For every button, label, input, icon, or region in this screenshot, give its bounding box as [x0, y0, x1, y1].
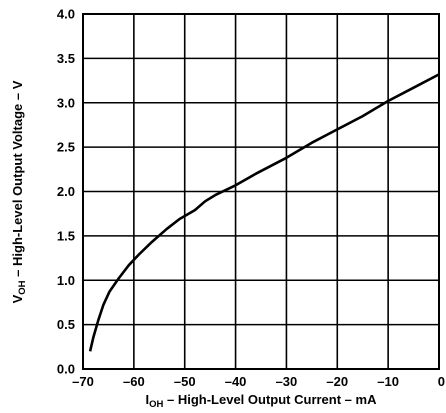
x-axis-title: IOH – High-Level Output Current – mA: [146, 392, 378, 410]
x-tick-label: –20: [326, 374, 348, 389]
y-tick-label: 2.5: [57, 140, 75, 155]
x-tick-label: –50: [174, 374, 196, 389]
y-tick-label: 1.0: [57, 273, 75, 288]
series-layer: [88, 73, 440, 352]
y-tick-label: 1.5: [57, 228, 75, 243]
y-tick-label: 2.0: [57, 184, 75, 199]
y-tick-label: 3.5: [57, 51, 75, 66]
y-tick-label: 0.0: [57, 362, 75, 377]
x-tick-label: 0: [438, 374, 445, 389]
series-line-0: [88, 73, 440, 352]
y-tick-label: 4.0: [57, 7, 75, 22]
x-tick-label: –70: [72, 374, 94, 389]
x-tick-label: –40: [225, 374, 247, 389]
y-tick-label: 3.0: [57, 95, 75, 110]
x-tick-label: –60: [123, 374, 145, 389]
plot-frame: [82, 13, 440, 370]
x-tick-label: –30: [276, 374, 298, 389]
x-tick-labels: –70 –60 –50 –40 –30 –20 –10 0: [72, 374, 445, 389]
grid: [83, 14, 439, 369]
y-axis-title: VOH – High-Level Output Voltage – V: [10, 80, 28, 303]
x-tick-label: –10: [377, 374, 399, 389]
y-tick-labels: 0.0 0.5 1.0 1.5 2.0 2.5 3.0 3.5 4.0: [57, 7, 75, 377]
y-tick-label: 0.5: [57, 317, 75, 332]
